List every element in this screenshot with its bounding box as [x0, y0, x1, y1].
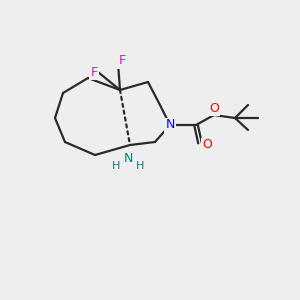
- Text: O: O: [209, 101, 219, 115]
- Text: O: O: [202, 139, 212, 152]
- Text: F: F: [90, 65, 98, 79]
- Text: H: H: [112, 161, 120, 171]
- Text: F: F: [118, 55, 126, 68]
- Text: N: N: [165, 118, 175, 131]
- Text: H: H: [136, 161, 144, 171]
- Text: N: N: [123, 152, 133, 166]
